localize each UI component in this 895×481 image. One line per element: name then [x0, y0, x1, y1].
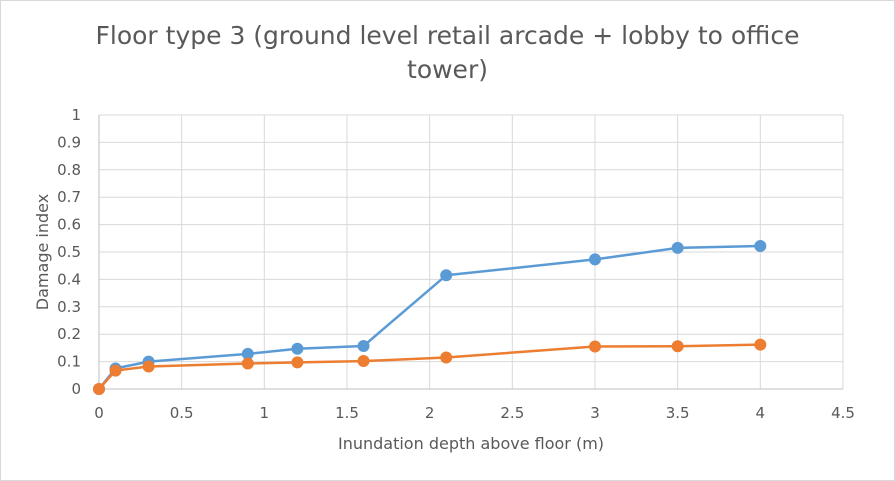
series-1-line	[98, 244, 761, 390]
y-tick-label: 0.8	[57, 161, 81, 179]
x-tick-label: 0	[94, 404, 104, 422]
series-2-point	[754, 338, 767, 351]
x-tick-label: 1.5	[335, 404, 359, 422]
series-2-point	[291, 356, 304, 369]
y-tick-label: 0.4	[57, 270, 81, 288]
series-1-point	[671, 241, 684, 254]
y-axis-ticks: 0 0.1 0.2 0.3 0.4 0.5 0.6 0.7 0.8 0.9 1	[57, 106, 81, 398]
series-2-line	[98, 343, 761, 390]
series-1-point	[291, 342, 304, 355]
series-2-point	[440, 351, 453, 364]
series-1-point	[589, 253, 601, 266]
x-tick-label: 4	[756, 404, 766, 422]
series-2-point	[357, 355, 370, 368]
x-tick-label: 3	[590, 404, 600, 422]
series-1-point	[440, 269, 453, 282]
series-1-point	[357, 339, 370, 352]
y-tick-label: 1	[71, 106, 81, 124]
x-tick-label: 1	[260, 404, 270, 422]
series-2-point	[142, 360, 155, 373]
y-tick-label: 0.9	[57, 133, 81, 151]
y-tick-label: 0	[71, 380, 81, 398]
x-tick-label: 0.5	[170, 404, 194, 422]
y-tick-label: 0.7	[57, 188, 81, 206]
y-axis-title: Damage index	[33, 194, 52, 310]
chart-title-line-1: Floor type 3 (ground level retail arcade…	[95, 21, 800, 50]
series-2-point	[241, 357, 254, 370]
y-tick-label: 0.2	[57, 325, 81, 343]
x-axis-ticks: 0 0.5 1 1.5 2 2.5 3 3.5 4 4.5	[94, 404, 855, 422]
series-layer	[93, 239, 767, 395]
gridlines	[99, 114, 844, 389]
series-1-point	[754, 239, 767, 252]
y-tick-label: 0.1	[57, 353, 81, 371]
series-2-point	[671, 340, 684, 353]
x-axis-title: Inundation depth above floor (m)	[338, 434, 604, 453]
x-tick-label: 2	[425, 404, 435, 422]
series-2-point	[589, 340, 601, 353]
y-tick-label: 0.6	[57, 216, 81, 234]
y-tick-label: 0.3	[57, 298, 81, 316]
x-tick-label: 3.5	[666, 404, 690, 422]
series-2-point	[109, 364, 122, 377]
x-tick-label: 4.5	[831, 404, 855, 422]
series-2-point	[93, 383, 105, 395]
chart-title: Floor type 3 (ground level retail arcade…	[1, 19, 894, 87]
axes	[98, 115, 843, 390]
chart-title-line-2: tower)	[407, 55, 488, 84]
x-tick-label: 2.5	[500, 404, 524, 422]
y-tick-label: 0.5	[57, 243, 81, 261]
series-2	[93, 338, 767, 395]
